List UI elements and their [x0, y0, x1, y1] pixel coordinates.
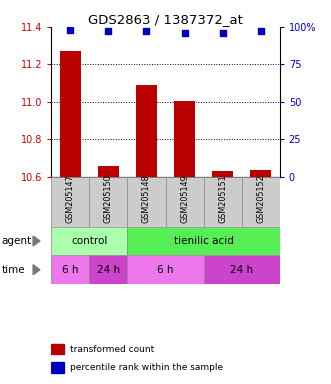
Bar [51, 255, 89, 284]
Bar [242, 177, 280, 227]
Text: 24 h: 24 h [230, 265, 253, 275]
Bar [204, 177, 242, 227]
Bar [166, 177, 204, 227]
Text: agent: agent [2, 236, 32, 246]
Point [258, 28, 263, 35]
Bar [51, 227, 127, 255]
Bar [51, 177, 89, 227]
Title: GDS2863 / 1387372_at: GDS2863 / 1387372_at [88, 13, 243, 26]
Point [106, 28, 111, 35]
Bar [127, 227, 280, 255]
Text: GSM205152: GSM205152 [256, 175, 265, 223]
Bar [89, 255, 127, 284]
Text: percentile rank within the sample: percentile rank within the sample [70, 363, 223, 372]
Text: control: control [71, 236, 108, 246]
Bar [51, 344, 64, 354]
Bar [60, 51, 81, 177]
Bar [250, 169, 271, 177]
Text: transformed count: transformed count [70, 344, 154, 354]
Bar [174, 101, 195, 177]
Polygon shape [33, 236, 40, 246]
Bar [89, 177, 127, 227]
Bar [51, 362, 64, 373]
Bar [204, 255, 280, 284]
Text: GSM205149: GSM205149 [180, 175, 189, 223]
Text: GSM205148: GSM205148 [142, 175, 151, 223]
Text: 6 h: 6 h [157, 265, 174, 275]
Text: 6 h: 6 h [62, 265, 78, 275]
Point [68, 27, 73, 33]
Bar [127, 177, 166, 227]
Point [144, 28, 149, 35]
Text: tienilic acid: tienilic acid [174, 236, 233, 246]
Text: time: time [2, 265, 25, 275]
Text: GSM205151: GSM205151 [218, 175, 227, 223]
Bar [98, 166, 119, 177]
Text: GSM205150: GSM205150 [104, 175, 113, 223]
Text: GSM205147: GSM205147 [66, 175, 75, 223]
Polygon shape [33, 265, 40, 275]
Bar [212, 171, 233, 177]
Point [182, 30, 187, 36]
Point [220, 30, 225, 36]
Bar [136, 85, 157, 177]
Bar [127, 255, 204, 284]
Text: 24 h: 24 h [97, 265, 120, 275]
